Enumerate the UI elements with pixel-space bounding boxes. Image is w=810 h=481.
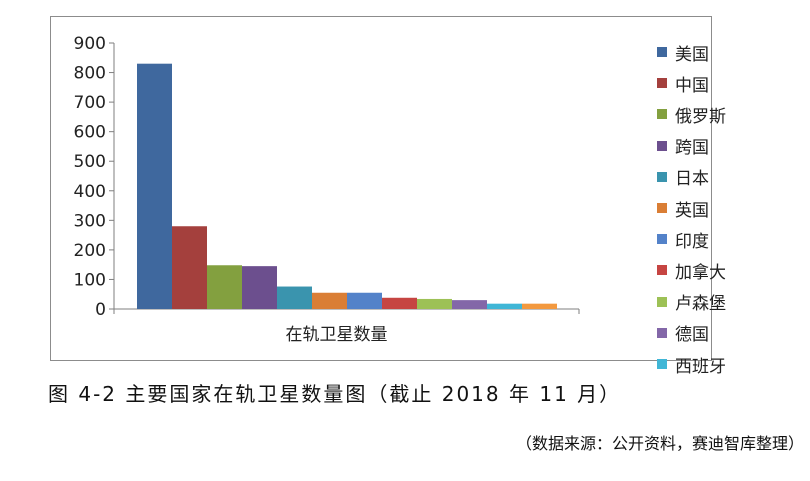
legend-label: 卢森堡 <box>675 294 726 315</box>
y-tick-label: 700 <box>74 93 106 113</box>
legend-swatch <box>657 327 667 338</box>
legend-label: 跨国 <box>675 138 709 159</box>
y-tick-label: 600 <box>74 123 106 143</box>
y-tick-label: 500 <box>74 152 106 172</box>
bar <box>172 226 207 309</box>
chart-frame: 0 100 200 300 400 500 600 700 800 900 在轨卫星数量 美国中国俄… <box>50 16 726 377</box>
legend-item: 西班牙 <box>657 353 726 377</box>
legend-swatch <box>657 78 667 89</box>
legend-item: 俄罗斯 <box>657 103 726 127</box>
legend-swatch <box>657 296 667 307</box>
legend-swatch <box>657 171 667 182</box>
y-tick-label: 200 <box>74 241 106 261</box>
legend-label: 英国 <box>675 200 709 221</box>
legend-swatch <box>657 109 667 120</box>
y-tick-label: 0 <box>95 300 106 320</box>
bar <box>312 292 347 309</box>
legend: 美国中国俄罗斯跨国日本英国印度加拿大卢森堡德国西班牙 <box>657 41 763 378</box>
legend-swatch <box>657 140 667 151</box>
legend-item: 日本 <box>657 166 709 190</box>
legend-item: 英国 <box>657 197 709 221</box>
legend-label: 中国 <box>675 75 709 96</box>
y-tick-label: 800 <box>74 64 106 84</box>
bar <box>242 266 277 309</box>
legend-item: 美国 <box>657 41 709 65</box>
bar-chart: 0 100 200 300 400 500 600 700 800 900 在轨卫星数量 <box>74 34 580 345</box>
legend-label: 印度 <box>675 231 709 252</box>
y-tick-label: 900 <box>74 34 106 54</box>
legend-label: 西班牙 <box>675 356 726 377</box>
y-tick-label: 400 <box>74 182 106 202</box>
legend-swatch <box>657 265 667 276</box>
data-source-note: （数据来源：公开资料，赛迪智库整理） <box>515 434 804 453</box>
legend-item: 卢森堡 <box>657 291 726 315</box>
bar <box>452 300 487 309</box>
legend-item: 印度 <box>657 228 709 252</box>
bar <box>277 286 312 309</box>
bar <box>417 298 452 309</box>
bar <box>382 297 417 309</box>
legend-swatch <box>657 359 667 369</box>
legend-swatch <box>657 234 667 245</box>
y-tick-label: 300 <box>74 211 106 231</box>
legend-swatch <box>657 203 667 213</box>
bar <box>347 292 382 309</box>
legend-item: 跨国 <box>657 135 709 159</box>
bar <box>487 303 522 309</box>
legend-swatch <box>657 47 667 57</box>
y-tick-label: 100 <box>74 270 106 290</box>
legend-item: 加拿大 <box>657 259 726 283</box>
legend-label: 日本 <box>675 169 709 190</box>
legend-item: 中国 <box>657 72 709 96</box>
x-category-label: 在轨卫星数量 <box>286 325 388 345</box>
legend-label: 德国 <box>675 325 709 346</box>
legend-label: 美国 <box>675 44 709 65</box>
bar <box>137 63 172 309</box>
bar <box>522 303 557 309</box>
legend-label: 加拿大 <box>675 262 726 283</box>
bar <box>207 265 242 309</box>
legend-label: 俄罗斯 <box>675 106 726 127</box>
figure-caption: 图 4-2 主要国家在轨卫星数量图（截止 2018 年 11 月） <box>48 382 622 406</box>
legend-item: 德国 <box>657 322 709 346</box>
